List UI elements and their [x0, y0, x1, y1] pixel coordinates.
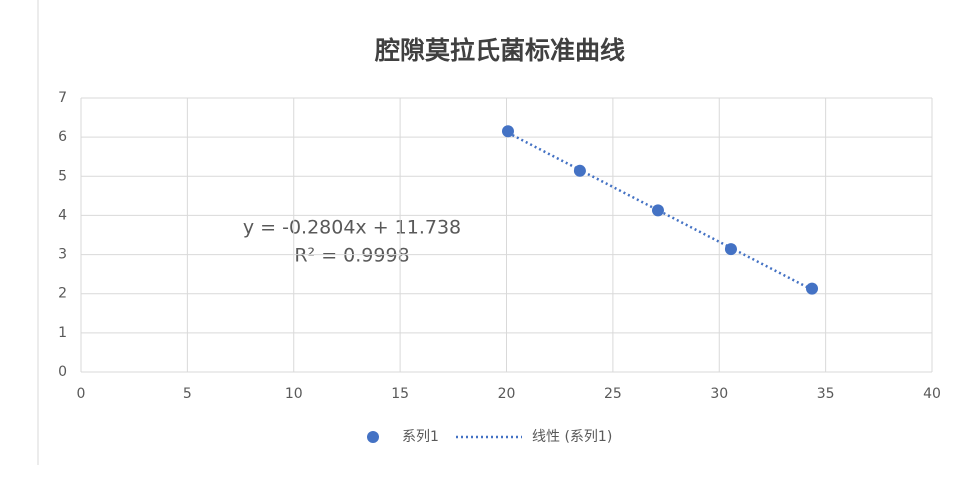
- point: [806, 282, 819, 295]
- y-tick-label: 5: [58, 168, 67, 184]
- x-tick-label: 40: [923, 386, 941, 402]
- trend-r-squared: R² = 0.9998: [294, 245, 409, 267]
- y-tick-label: 2: [58, 286, 67, 302]
- chart-title: 腔隙莫拉氏菌标准曲线: [374, 36, 625, 65]
- y-tick-label: 3: [58, 247, 67, 263]
- point: [651, 204, 664, 217]
- y-tick-label: 6: [58, 129, 67, 145]
- y-tick-label: 1: [58, 325, 67, 341]
- legend-marker: [367, 431, 379, 443]
- legend-label: 系列1: [402, 429, 439, 445]
- x-tick-label: 0: [77, 386, 86, 402]
- y-tick-label: 7: [58, 90, 67, 106]
- legend-label: 线性 (系列1): [532, 429, 612, 445]
- point: [501, 125, 514, 138]
- y-tick-label: 0: [58, 364, 67, 380]
- y-tick-label: 4: [58, 207, 67, 223]
- point: [724, 243, 737, 256]
- x-tick-label: 15: [391, 386, 409, 402]
- x-tick-label: 20: [498, 386, 516, 402]
- x-tick-label: 5: [183, 386, 192, 402]
- x-tick-label: 35: [817, 386, 835, 402]
- x-tick-label: 30: [710, 386, 728, 402]
- point: [573, 164, 586, 177]
- x-tick-label: 10: [285, 386, 303, 402]
- trend-equation: y = -0.2804x + 11.738: [243, 217, 461, 239]
- x-tick-label: 25: [604, 386, 622, 402]
